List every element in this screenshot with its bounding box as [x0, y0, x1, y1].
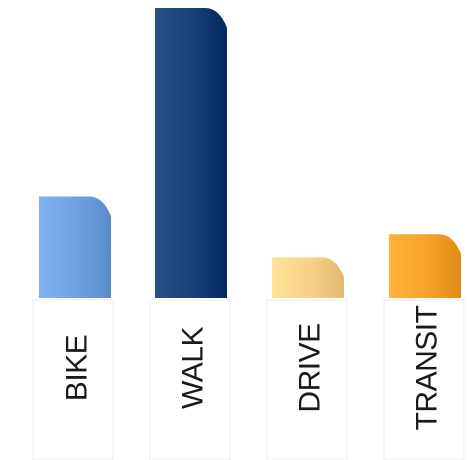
category-label-walk: WALK — [177, 327, 210, 409]
label-card-drive — [266, 299, 348, 460]
label-card-bike — [32, 299, 114, 460]
bar-drive — [272, 257, 344, 298]
category-label-transit: TRANSIT — [411, 305, 444, 430]
bar-bike — [39, 196, 111, 298]
label-card-transit — [383, 299, 465, 460]
bar-transit — [389, 234, 461, 298]
category-label-bike: BIKE — [61, 335, 94, 401]
label-card-walk — [149, 299, 231, 460]
bar-walk — [155, 8, 227, 298]
category-label-drive: DRIVE — [294, 323, 327, 412]
